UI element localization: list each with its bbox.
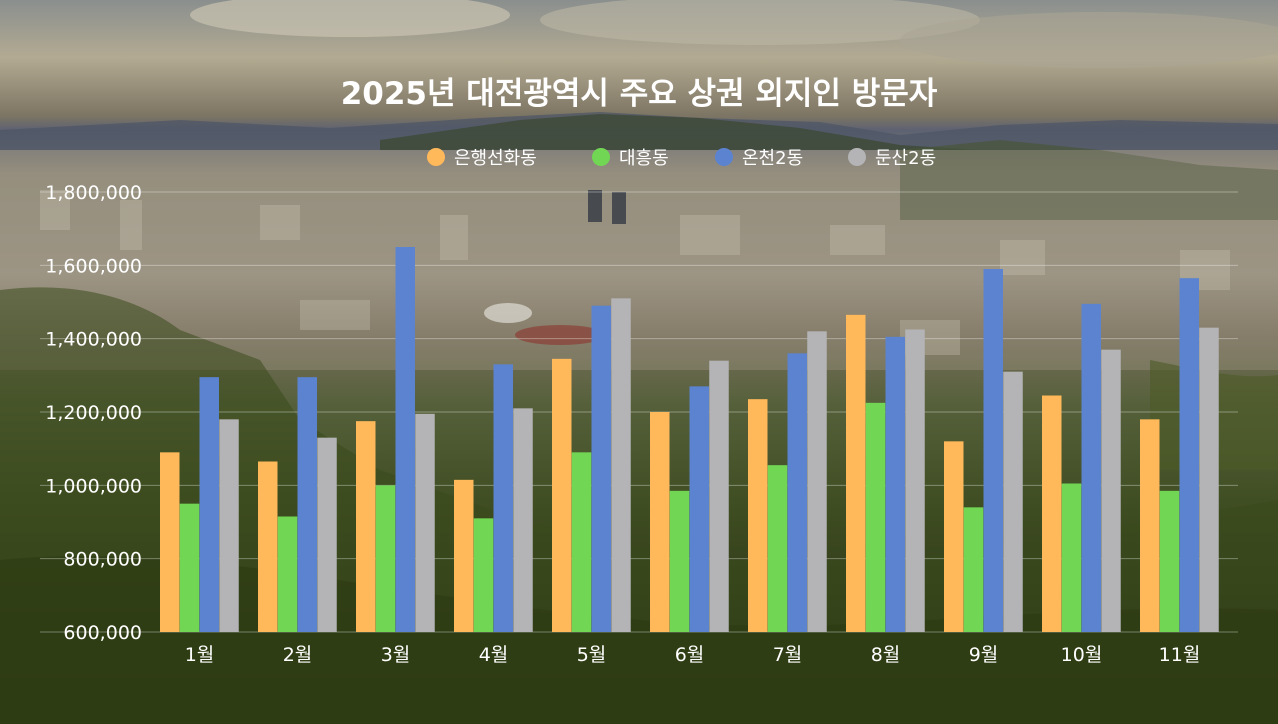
bar-8-1 (846, 314, 866, 632)
bar-11-1 (1140, 419, 1160, 632)
bar-3-2 (375, 485, 396, 632)
bar-7-4 (807, 331, 827, 632)
bar-6-1 (650, 412, 670, 632)
bar-3-1 (356, 421, 376, 632)
bar-3-3 (395, 247, 415, 632)
y-tick-label: 1,000,000 (45, 475, 142, 497)
x-axis: 1월 2월 3월 4월 5월 6월 7월 8월 9월 10월 11월 (185, 644, 1201, 666)
legend-label: 대흥동 (619, 148, 669, 169)
x-tick-label: 6월 (675, 644, 705, 666)
y-tick-label: 600,000 (63, 622, 142, 644)
y-tick-label: 1,400,000 (45, 329, 142, 351)
y-tick-label: 1,600,000 (45, 255, 142, 277)
legend-swatch (848, 148, 866, 166)
bar-1-2 (179, 503, 200, 632)
legend-label: 둔산2동 (875, 148, 936, 169)
x-tick-label: 9월 (969, 644, 999, 666)
bar-1-4 (219, 419, 239, 632)
bar-10-1 (1042, 395, 1062, 632)
bar-7-1 (748, 399, 768, 632)
chart-gridlines (40, 191, 1238, 633)
bar-9-3 (983, 269, 1003, 632)
bar-7-2 (767, 465, 788, 632)
x-tick-label: 2월 (283, 644, 313, 666)
legend-label: 은행선화동 (454, 148, 537, 169)
chart-legend: 은행선화동 대흥동 온천2동 둔산2동 (427, 148, 936, 169)
bar-3-4 (415, 413, 435, 632)
bar-1-3 (199, 377, 219, 632)
chart-title: 2025년 대전광역시 주요 상권 외지인 방문자 (341, 76, 938, 112)
x-tick-label: 11월 (1159, 644, 1201, 666)
x-tick-label: 8월 (871, 644, 901, 666)
bar-8-3 (885, 336, 905, 632)
bar-9-2 (963, 507, 984, 632)
bar-11-3 (1179, 278, 1199, 632)
bar-2-1 (258, 461, 278, 632)
bar-5-4 (611, 298, 631, 632)
bar-9-1 (944, 441, 964, 632)
x-tick-label: 4월 (479, 644, 509, 666)
bar-4-4 (513, 408, 533, 632)
bar-10-4 (1101, 349, 1121, 632)
bar-8-4 (905, 329, 925, 632)
y-tick-label: 800,000 (63, 549, 142, 571)
bar-2-3 (297, 377, 317, 632)
y-axis: 600,000 800,000 1,000,000 1,200,000 1,400,00… (45, 182, 142, 644)
bar-10-2 (1061, 483, 1082, 632)
legend-swatch (592, 148, 610, 166)
legend-label: 온천2동 (742, 148, 803, 169)
bar-4-1 (454, 479, 474, 632)
bar-7-3 (787, 353, 807, 632)
bar-6-3 (689, 386, 709, 632)
bar-11-2 (1159, 490, 1180, 632)
y-tick-label: 1,800,000 (45, 182, 142, 204)
x-tick-label: 1월 (185, 644, 215, 666)
legend-swatch (427, 148, 445, 166)
bar-5-2 (571, 452, 592, 632)
x-tick-label: 7월 (773, 644, 803, 666)
bar-11-4 (1199, 327, 1219, 632)
x-tick-label: 10월 (1061, 644, 1103, 666)
bar-4-3 (493, 364, 513, 632)
x-tick-label: 3월 (381, 644, 411, 666)
bar-6-2 (669, 490, 690, 632)
bar-8-2 (865, 402, 886, 632)
x-tick-label: 5월 (577, 644, 607, 666)
chart-bars (160, 247, 1219, 632)
legend-swatch (715, 148, 733, 166)
bar-4-2 (473, 518, 494, 632)
bar-10-3 (1081, 303, 1101, 632)
bar-9-4 (1003, 371, 1023, 632)
bar-2-2 (277, 516, 298, 632)
y-tick-label: 1,200,000 (45, 402, 142, 424)
bar-5-1 (552, 358, 572, 632)
bar-1-1 (160, 452, 180, 632)
bar-2-4 (317, 437, 337, 632)
bar-6-4 (709, 360, 729, 632)
bar-5-3 (591, 305, 611, 632)
